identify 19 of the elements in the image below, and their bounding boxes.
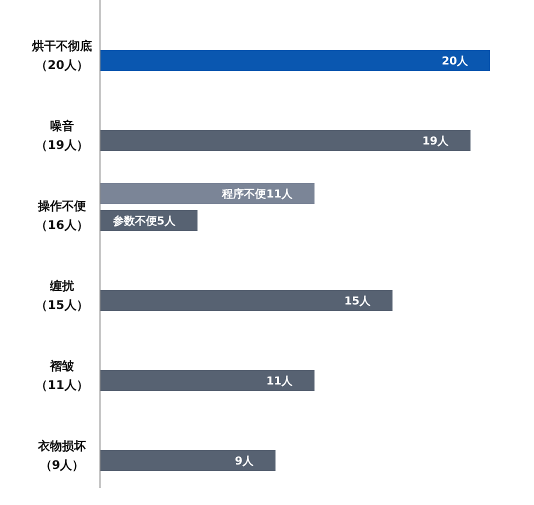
- y-tick-label: 噪音（19人）: [36, 119, 88, 152]
- data-label: 11人: [266, 374, 294, 388]
- bar: [100, 450, 276, 471]
- bar: [100, 370, 314, 391]
- y-tick-label: 衣物损坏（9人）: [37, 439, 86, 472]
- y-tick-label: 褶皱（11人）: [36, 359, 88, 392]
- data-label: 19人: [422, 134, 450, 148]
- bar: [100, 50, 490, 71]
- bar: [100, 130, 470, 151]
- bar: [100, 290, 392, 311]
- y-tick-label: 操作不便（16人）: [36, 199, 88, 232]
- y-tick-label: 缠扰（15人）: [36, 279, 88, 312]
- y-tick-label: 烘干不彻底（20人）: [31, 39, 92, 72]
- bar: [100, 183, 314, 204]
- data-label: 参数不便5人: [112, 214, 176, 228]
- data-label: 15人: [344, 294, 372, 308]
- data-label: 20人: [442, 54, 469, 68]
- data-label: 程序不便11人: [221, 188, 294, 200]
- data-label: 9人: [234, 454, 254, 468]
